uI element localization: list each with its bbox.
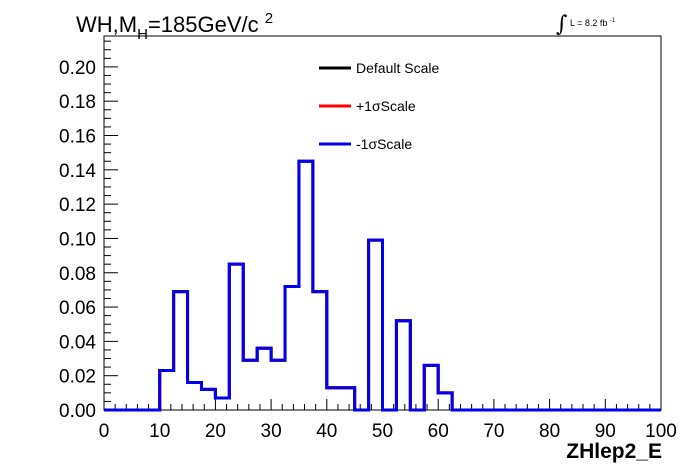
legend-label: +1σScale [356,98,416,114]
y-tick-label: 0.10 [59,229,96,250]
y-tick-label: 0.20 [59,58,96,79]
legend-label: -1σScale [356,136,412,152]
x-tick-label: 100 [645,421,677,442]
series-line-2 [104,159,661,412]
y-tick-label: 0.02 [59,367,96,388]
y-tick-label: 0.08 [59,264,96,285]
integral-symbol: ∫ [556,12,568,37]
chart-title: WH,MH=185GeV/c 2 [76,10,274,43]
y-tick-label: 0.18 [59,92,96,113]
x-tick-label: 70 [483,421,504,442]
y-tick-label: 0.16 [59,127,96,148]
y-tick-label: 0.12 [59,195,96,216]
axes: 0 10 20 30 40 50 60 70 80 90 100 0.00 0.02 0.04 0.06 0.… [59,40,677,442]
y-tick-label: 0.00 [59,401,96,422]
legend: Default Scale +1σScale -1σScale [319,60,439,152]
x-tick-label: 30 [261,421,282,442]
series-layer [104,159,661,412]
x-tick-label: 80 [539,421,560,442]
luminosity-label: ∫ L = 8.2 fb -1 [556,12,616,37]
x-tick-label: 50 [372,421,393,442]
y-tick-label: 0.14 [59,161,96,182]
x-tick-label: 90 [595,421,616,442]
y-tick-label: 0.04 [59,332,96,353]
x-tick-label: 60 [428,421,449,442]
x-tick-label: 0 [99,421,110,442]
x-axis-label: ZHlep2_E [566,440,662,463]
x-tick-label: 10 [149,421,170,442]
y-tick-label: 0.06 [59,298,96,319]
legend-label: Default Scale [356,60,439,76]
x-tick-label: 20 [205,421,226,442]
x-tick-label: 40 [316,421,337,442]
